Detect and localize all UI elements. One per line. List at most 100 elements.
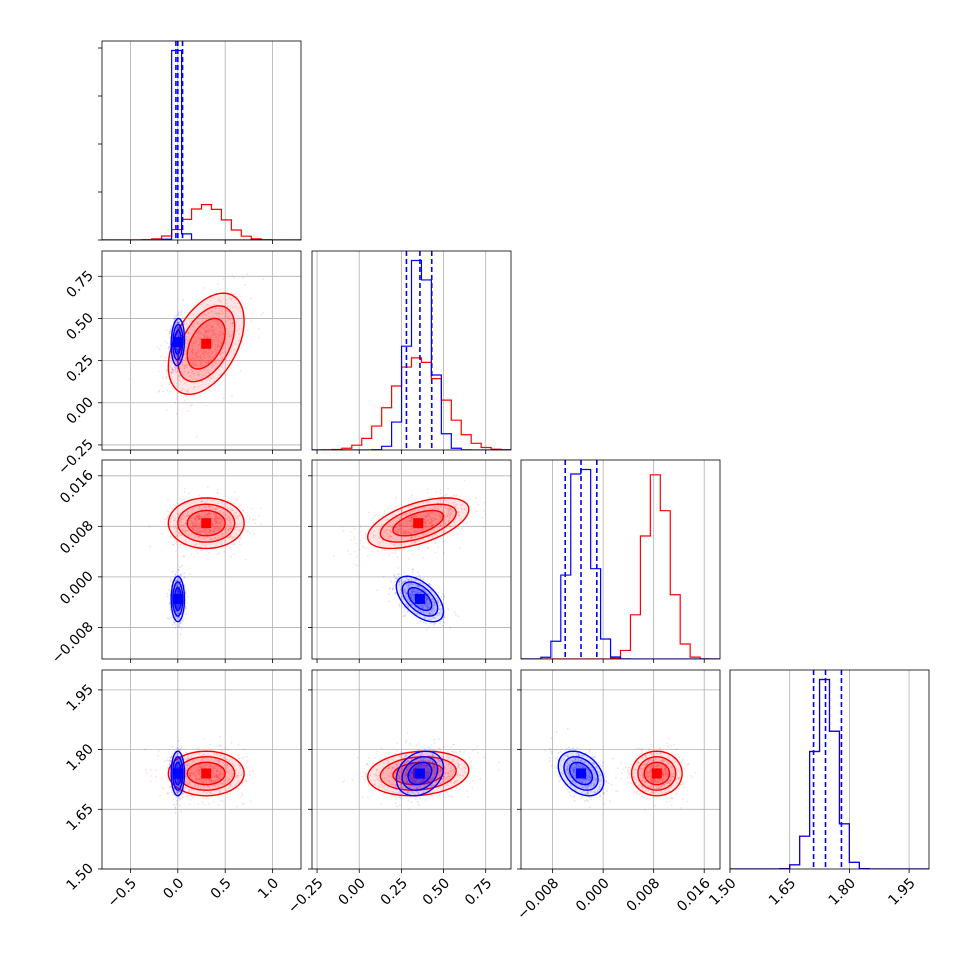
y-tick-label: 0.000 xyxy=(57,568,97,608)
x-tick-label: 0.00 xyxy=(335,875,368,908)
panel-3-3 xyxy=(729,669,930,873)
x-tick-label: −0.008 xyxy=(514,875,562,923)
blue-contour-line xyxy=(569,761,594,786)
blue-density-peak xyxy=(414,768,425,779)
y-tick-label: 1.65 xyxy=(63,801,96,834)
red-contour-line xyxy=(167,497,245,550)
x-tick-label: 0.000 xyxy=(573,875,613,915)
panel-frame xyxy=(101,459,302,660)
x-tick-label: 1.0 xyxy=(255,875,282,902)
panel-0-0 xyxy=(98,40,302,244)
panel-2-2 xyxy=(520,459,721,663)
red-contour-line xyxy=(177,503,236,543)
blue-contour-line xyxy=(170,317,186,367)
x-tick-label: 0.25 xyxy=(378,875,411,908)
blue-contour-line xyxy=(401,581,439,617)
blue-density-peak xyxy=(414,593,425,604)
red-density-peak xyxy=(201,768,212,779)
blue-contour-line xyxy=(395,575,445,623)
red-contour-line xyxy=(186,761,226,786)
blue-density-peak xyxy=(172,337,183,348)
blue-contour-line xyxy=(172,756,184,791)
y-tick-label: 1.95 xyxy=(63,681,96,714)
x-tick-label: 1.50 xyxy=(706,875,739,908)
panel-frame xyxy=(729,669,930,870)
blue-contour-line xyxy=(172,323,184,361)
red-contour-line xyxy=(637,756,677,791)
y-tick-label: 0.008 xyxy=(57,518,97,558)
blue-contour-line xyxy=(557,750,605,797)
red-contour-line xyxy=(186,509,226,537)
y-tick-label: 1.50 xyxy=(63,861,96,894)
panel-frame xyxy=(101,669,302,870)
panel-frame xyxy=(520,669,721,870)
y-tick-label: 0.75 xyxy=(63,268,96,301)
blue-histogram xyxy=(521,468,720,659)
panel-frame xyxy=(311,459,512,660)
panel-1-0 xyxy=(98,250,302,454)
x-tick-label: 0.50 xyxy=(420,875,453,908)
x-tick-label: 0.0 xyxy=(160,875,187,902)
blue-histogram xyxy=(312,259,511,450)
panel-3-2 xyxy=(517,669,721,873)
red-contour-line xyxy=(392,509,445,537)
x-tick-label: 1.65 xyxy=(766,875,799,908)
red-contour-line xyxy=(167,750,245,797)
x-tick-label: −0.25 xyxy=(285,875,327,917)
red-histogram xyxy=(521,474,720,659)
y-tick-label: 0.00 xyxy=(63,394,96,427)
blue-contour-line xyxy=(395,750,445,797)
red-contour-line xyxy=(392,761,445,786)
red-contour-line xyxy=(167,292,245,396)
panel-frame xyxy=(311,250,512,451)
x-tick-label: 0.5 xyxy=(208,875,235,902)
y-tick-label: −0.25 xyxy=(55,436,97,478)
blue-contour-line xyxy=(401,756,439,791)
panel-frame xyxy=(101,250,302,451)
blue-contour-line xyxy=(407,586,433,612)
red-contour-line xyxy=(177,305,236,383)
red-density-peak xyxy=(201,338,212,349)
panel-2-0 xyxy=(98,459,302,663)
x-tick-label: 1.80 xyxy=(826,875,859,908)
blue-density-peak xyxy=(576,768,587,779)
blue-contour-line xyxy=(173,329,182,355)
blue-contour-line xyxy=(563,756,599,791)
blue-density-peak xyxy=(172,768,183,779)
y-tick-label: −0.008 xyxy=(49,619,97,667)
x-tick-label: 1.95 xyxy=(885,875,918,908)
x-tick-label: 0.008 xyxy=(624,875,664,915)
x-tick-label: 0.75 xyxy=(462,875,495,908)
blue-histogram xyxy=(102,49,301,240)
red-contour-line xyxy=(643,761,671,786)
panel-3-0 xyxy=(98,669,302,873)
x-tick-label: −0.5 xyxy=(105,875,140,910)
panel-2-1 xyxy=(308,459,512,663)
blue-histogram xyxy=(730,678,929,869)
red-contour-line xyxy=(366,750,470,797)
y-tick-label: 0.25 xyxy=(63,352,96,385)
y-tick-label: 0.50 xyxy=(63,310,96,343)
red-contour-line xyxy=(379,503,457,543)
blue-density-peak xyxy=(172,593,183,604)
y-tick-label: 1.80 xyxy=(63,741,96,774)
red-density-peak xyxy=(201,518,212,529)
panel-frame xyxy=(311,669,512,870)
blue-contour-line xyxy=(172,581,184,617)
panel-frame xyxy=(520,459,721,660)
red-histogram xyxy=(102,204,301,240)
red-contour-line xyxy=(366,497,470,550)
panel-1-1 xyxy=(311,250,512,454)
red-contour-line xyxy=(379,756,457,791)
red-contour-line xyxy=(630,750,683,797)
red-histogram xyxy=(312,357,511,450)
blue-contour-line xyxy=(170,575,186,623)
red-density-peak xyxy=(651,768,662,779)
blue-contour-line xyxy=(170,750,186,797)
panel-frame xyxy=(101,40,302,241)
red-density-peak xyxy=(413,518,424,529)
red-contour-line xyxy=(186,317,226,370)
panel-3-1 xyxy=(308,669,512,873)
blue-contour-line xyxy=(407,761,433,786)
